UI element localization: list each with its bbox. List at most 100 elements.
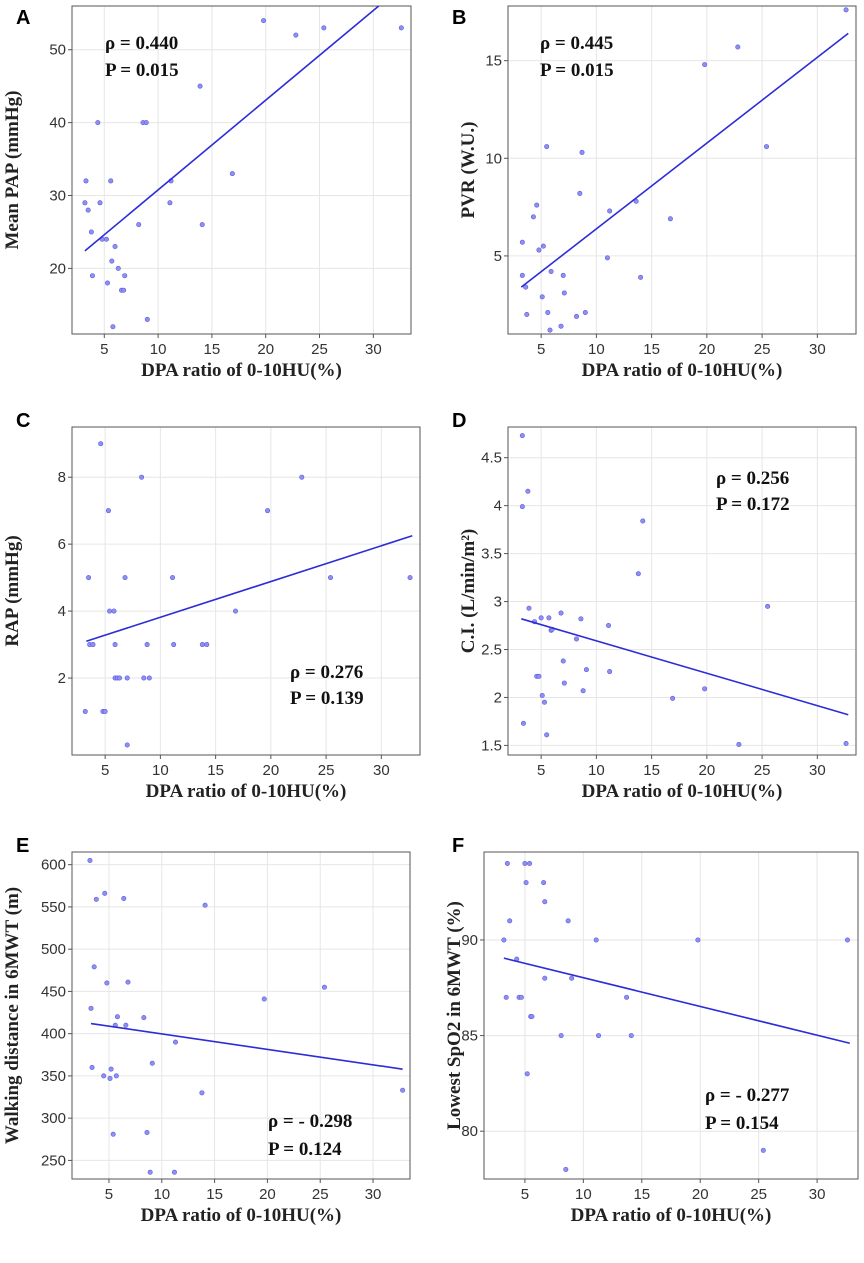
data-point [539, 294, 545, 300]
y-axis-title: C.I. (L/min/m²) [458, 529, 479, 653]
data-point [95, 120, 101, 126]
x-axis-title: DPA ratio of 0-10HU(%) [582, 360, 783, 381]
data-point [136, 222, 142, 228]
rho-value: ρ = 0.256 [716, 468, 789, 489]
x-tick-label: 25 [754, 762, 771, 779]
x-tick-label: 15 [643, 762, 660, 779]
data-point [638, 274, 644, 280]
data-point [764, 144, 770, 150]
data-point [560, 272, 566, 278]
data-point [261, 996, 267, 1002]
data-point [108, 1066, 114, 1072]
x-tick-label: 15 [633, 1186, 650, 1203]
data-point [97, 200, 103, 206]
data-point [321, 25, 327, 31]
data-point [113, 1073, 119, 1079]
data-point [173, 1039, 179, 1045]
x-tick-label: 5 [101, 762, 109, 779]
y-tick-label: 15 [485, 53, 502, 70]
data-point [82, 200, 88, 206]
y-tick-label: 4.5 [481, 450, 502, 467]
plot-frame [71, 851, 411, 1180]
y-tick-label: 85 [461, 1028, 478, 1045]
data-point [544, 732, 550, 738]
data-point [524, 1071, 530, 1077]
plot-frame [483, 851, 859, 1180]
data-point [843, 740, 849, 746]
data-point [101, 1073, 107, 1079]
data-point [561, 680, 567, 686]
data-point [88, 1005, 94, 1011]
data-point [105, 280, 111, 286]
chart-panel-f: 5 10 15 20 25 30 80 85 90 Fρ = - 0.277 P = 0.154 DP… [444, 835, 859, 1226]
data-point [519, 504, 525, 510]
p-value: P = 0.124 [268, 1139, 342, 1160]
x-axis-title: DPA ratio of 0-10HU(%) [582, 781, 783, 802]
data-point [105, 508, 111, 514]
plot-frame [71, 426, 421, 756]
data-point [541, 880, 547, 886]
chart-panel-a: 5 10 15 20 25 30 20 30 40 50 Aρ = 0.440 P = 0.015 DP… [2, 5, 412, 381]
y-tick-label: 600 [41, 857, 66, 874]
data-point [144, 1130, 150, 1136]
x-tick-label: 15 [206, 1186, 223, 1203]
x-tick-label: 5 [537, 341, 545, 358]
panel-letter: D [452, 410, 466, 432]
x-tick-label: 25 [750, 1186, 767, 1203]
data-point [299, 474, 305, 480]
data-point [141, 675, 147, 681]
data-point [519, 272, 525, 278]
y-tick-label: 90 [461, 932, 478, 949]
regression-line [503, 957, 851, 1045]
x-tick-label: 15 [204, 341, 221, 358]
data-point [107, 608, 113, 614]
data-point [98, 441, 104, 447]
data-point [580, 688, 586, 694]
data-point [398, 25, 404, 31]
y-tick-label: 20 [49, 260, 66, 277]
data-point [628, 1033, 634, 1039]
data-point [558, 610, 564, 616]
data-point [293, 32, 299, 38]
y-tick-label: 250 [41, 1152, 66, 1169]
x-axis-title: DPA ratio of 0-10HU(%) [146, 781, 347, 802]
y-axis-title: RAP (mmHg) [2, 535, 23, 646]
data-point [582, 310, 588, 316]
data-point [141, 1015, 147, 1021]
data-point [607, 208, 613, 214]
data-point [579, 149, 585, 155]
y-tick-label: 2.5 [481, 642, 502, 659]
data-point [122, 575, 128, 581]
x-tick-label: 25 [754, 341, 771, 358]
data-point [89, 1064, 95, 1070]
panel-letter: C [16, 410, 30, 432]
data-point [695, 937, 701, 943]
chart-panel-b: 5 10 15 20 25 30 5 10 15 Bρ = 0.445 P = 0.015 DPA r… [452, 5, 857, 381]
data-point [538, 615, 544, 621]
x-tick-label: 10 [588, 762, 605, 779]
data-point [523, 284, 529, 290]
y-tick-label: 10 [485, 150, 502, 167]
data-point [545, 310, 551, 316]
data-point [265, 508, 271, 514]
data-point [407, 575, 413, 581]
x-tick-label: 5 [521, 1186, 529, 1203]
data-point [83, 178, 89, 184]
data-point [569, 975, 575, 981]
y-tick-label: 2 [494, 689, 502, 706]
p-value: P = 0.154 [705, 1113, 779, 1134]
data-point [91, 964, 97, 970]
data-point [204, 642, 210, 648]
rho-value: ρ = 0.276 [290, 662, 363, 683]
data-point [736, 741, 742, 747]
panel-letter: E [16, 835, 29, 857]
data-point [558, 1033, 564, 1039]
x-tick-label: 20 [699, 341, 716, 358]
x-tick-label: 30 [373, 762, 390, 779]
x-tick-label: 20 [263, 762, 280, 779]
data-point [147, 1169, 153, 1175]
data-point [702, 62, 708, 68]
x-tick-label: 20 [699, 762, 716, 779]
data-point [107, 1075, 113, 1081]
x-tick-label: 15 [207, 762, 224, 779]
